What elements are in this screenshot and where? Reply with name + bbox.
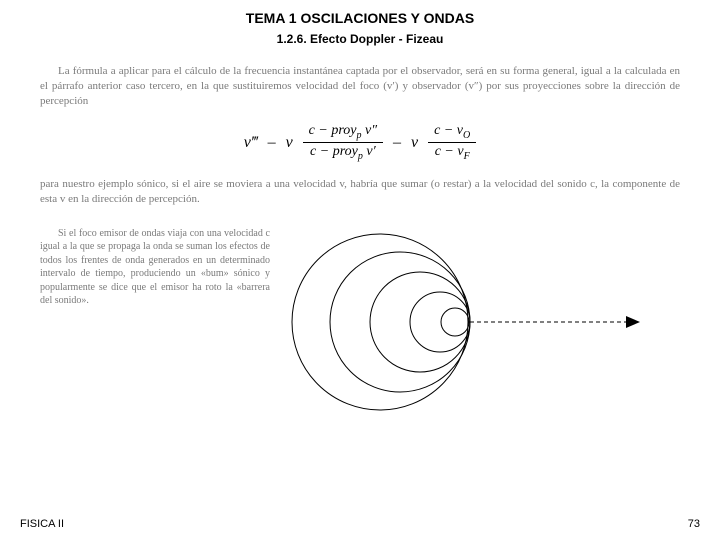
formula-fraction-1: c − proyp v″ c − proyp v′ xyxy=(303,123,383,164)
paragraph-intro: La fórmula a aplicar para el cálculo de … xyxy=(0,64,720,109)
paragraph-note: para nuestro ejemplo sónico, si el aire … xyxy=(0,177,720,207)
section-subtitle: 1.2.6. Efecto Doppler - Fizeau xyxy=(0,32,720,46)
doppler-formula: ν‴ – ν c − proyp v″ c − proyp v′ – ν c −… xyxy=(0,123,720,164)
course-label: FISICA II xyxy=(20,518,64,530)
formula-dash: – xyxy=(268,134,276,152)
topic-title: TEMA 1 OSCILACIONES Y ONDAS xyxy=(0,10,720,26)
sonic-boom-diagram xyxy=(280,227,680,417)
sonic-boom-paragraph: Si el foco emisor de ondas viaja con una… xyxy=(40,227,270,308)
lower-section: Si el foco emisor de ondas viaja con una… xyxy=(0,227,720,417)
formula-lhs: ν‴ xyxy=(244,134,258,152)
slide-header: TEMA 1 OSCILACIONES Y ONDAS 1.2.6. Efect… xyxy=(0,0,720,46)
formula-nu2: ν xyxy=(411,134,418,152)
formula-nu1: ν xyxy=(286,134,293,152)
wavefront-svg xyxy=(280,227,660,417)
sonic-boom-text: Si el foco emisor de ondas viaja con una… xyxy=(40,227,270,417)
page-number: 73 xyxy=(688,518,700,530)
formula-fraction-2: c − vO c − vF xyxy=(428,123,476,164)
formula-dash-2: – xyxy=(393,134,401,152)
slide-footer: FISICA II 73 xyxy=(0,518,720,530)
